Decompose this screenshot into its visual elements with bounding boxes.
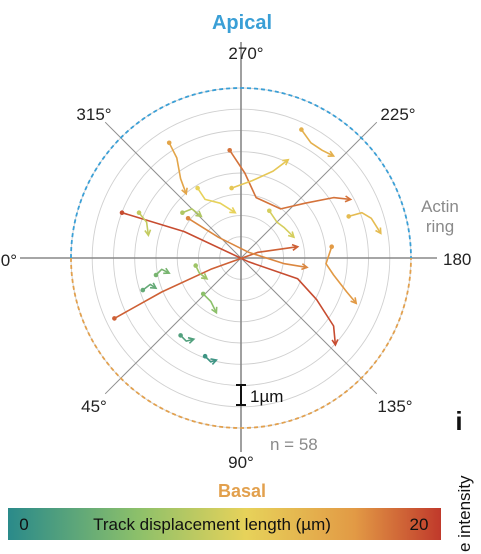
track-arrowhead-9: [282, 158, 290, 166]
track-8: [348, 211, 382, 234]
scale-bar: [236, 384, 246, 406]
colorbar-max-label: 20: [410, 515, 429, 534]
track-arrowhead-13: [195, 210, 203, 218]
colorbar-title: Track displacement length (µm): [93, 515, 331, 534]
track-arrowhead-15: [211, 306, 218, 315]
track-19: [204, 355, 217, 363]
track-start-3: [227, 148, 232, 153]
track-arrowhead-11: [287, 231, 296, 239]
angle-label-315: 315°: [76, 105, 111, 124]
track-10: [196, 187, 236, 214]
grid-spoke-135: [240, 257, 378, 395]
track-3: [229, 149, 351, 210]
track-arrowhead-12: [144, 229, 152, 237]
track-13: [182, 208, 202, 218]
track-9: [231, 159, 289, 189]
angle-label-90: 90°: [228, 453, 254, 472]
apical-boundary-arc: [70, 87, 412, 259]
track-arrowhead-1: [331, 339, 339, 347]
track-7: [300, 129, 334, 157]
track-start-11: [267, 208, 272, 214]
track-4: [187, 217, 308, 269]
track-16: [155, 268, 170, 276]
track-6: [168, 142, 187, 195]
cut-off-side-label: e intensity: [455, 475, 474, 552]
track-arrowhead-2: [291, 243, 300, 251]
track-start-6: [166, 140, 172, 146]
track-start-8: [346, 214, 352, 219]
track-14: [194, 265, 208, 280]
angle-label-45: 45°: [81, 397, 107, 416]
panel-letter: i: [455, 406, 462, 436]
colorbar-gradient: [8, 508, 441, 540]
grid-spoke-45: [104, 257, 242, 395]
track-start-12: [136, 210, 142, 215]
track-15: [202, 293, 218, 314]
angle-label-270: 270°: [228, 44, 263, 63]
track-start-9: [229, 185, 234, 191]
track-arrowhead-4: [301, 263, 309, 271]
track-count-label: n = 58: [270, 435, 318, 454]
track-start-13: [180, 210, 185, 215]
track-arrowhead-7: [327, 150, 336, 157]
track-start-7: [299, 127, 304, 132]
track-start-14: [193, 263, 198, 268]
track-start-15: [200, 291, 206, 297]
track-start-5: [329, 244, 335, 249]
track-arrowhead-19: [210, 358, 218, 365]
track-arrowhead-10: [229, 207, 237, 214]
track-start-16: [153, 272, 159, 278]
track-12: [138, 212, 150, 236]
track-arrowhead-5: [350, 297, 358, 305]
track-17: [142, 283, 157, 291]
track-arrowhead-16: [163, 267, 171, 275]
actin-ring-label-line2: ring: [426, 217, 454, 236]
track-arrowhead-8: [375, 227, 382, 235]
track-start-18: [178, 333, 183, 338]
track-start-2: [112, 316, 117, 321]
actin-ring-label-line1: Actin: [421, 197, 459, 216]
basal-boundary-arc: [70, 257, 412, 429]
track-start-4: [185, 216, 191, 221]
trajectory-tracks: [112, 127, 382, 365]
track-start-17: [140, 287, 146, 293]
track-arrowhead-3: [344, 195, 353, 203]
track-start-19: [202, 353, 208, 359]
angle-label-180: 180: [443, 250, 471, 269]
track-start-1: [119, 210, 125, 215]
track-start-10: [195, 185, 200, 191]
track-arrowhead-17: [149, 282, 158, 290]
track-11: [268, 210, 295, 238]
scale-bar-label: 1µm: [250, 387, 283, 406]
track-18: [180, 334, 194, 342]
grid-spoke-225: [240, 121, 378, 259]
track-arrowhead-6: [181, 187, 188, 196]
angle-label-0: 0°: [1, 251, 17, 270]
basal-label: Basal: [218, 481, 266, 501]
grid-spoke-315: [104, 121, 242, 259]
track-arrowhead-18: [187, 336, 196, 344]
angle-label-135: 135°: [377, 397, 412, 416]
colorbar: 0 Track displacement length (µm) 20: [8, 508, 441, 540]
track-1: [121, 211, 337, 345]
track-arrowhead-14: [200, 272, 209, 280]
angle-label-225: 225°: [380, 105, 415, 124]
colorbar-min-label: 0: [19, 515, 28, 534]
track-2: [114, 245, 298, 320]
track-5: [325, 246, 357, 304]
apical-label: Apical: [212, 12, 272, 34]
